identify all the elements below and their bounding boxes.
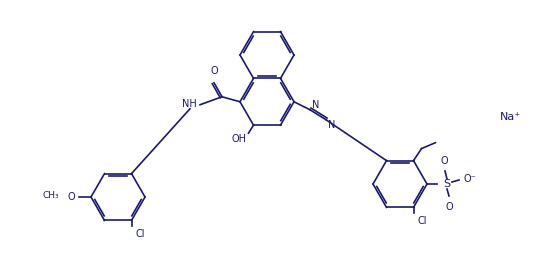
Text: N: N (328, 120, 336, 130)
Text: O: O (67, 192, 75, 202)
Text: S: S (444, 179, 451, 189)
Text: O: O (210, 66, 218, 76)
Text: Na⁺: Na⁺ (500, 112, 521, 122)
Text: Cl: Cl (418, 217, 427, 226)
Text: OH: OH (231, 134, 247, 144)
Text: NH: NH (182, 99, 197, 109)
Text: O: O (440, 156, 448, 166)
Text: O: O (445, 202, 453, 212)
Text: Cl: Cl (136, 229, 145, 239)
Text: O⁻: O⁻ (463, 174, 476, 184)
Text: N: N (312, 100, 319, 110)
Text: CH₃: CH₃ (42, 191, 59, 200)
